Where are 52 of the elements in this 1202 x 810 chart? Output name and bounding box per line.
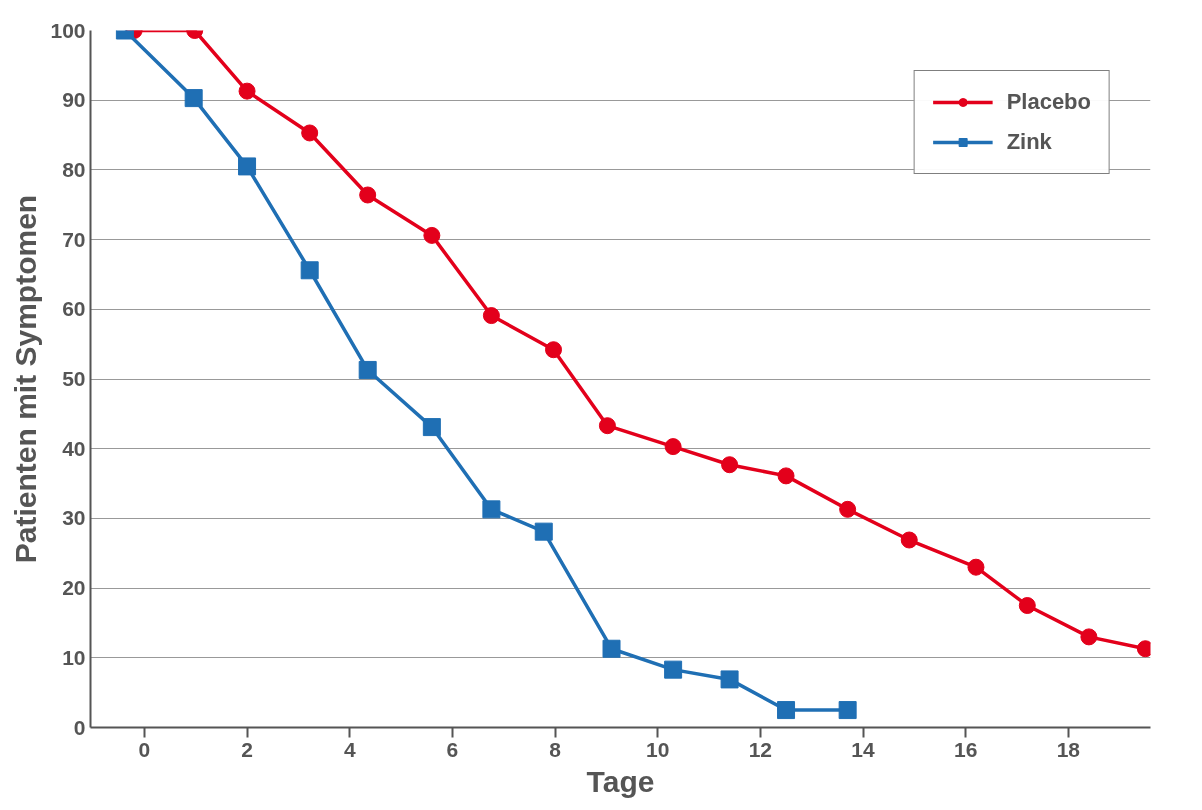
y-tick-label: 80 (62, 157, 86, 181)
point (184, 89, 203, 108)
y-tick-label: 50 (62, 367, 86, 390)
point (238, 157, 257, 176)
point (482, 500, 501, 519)
point (720, 670, 739, 689)
point (238, 82, 256, 100)
y-axis-title: Patienten mit Symptomen (9, 194, 43, 564)
legend-label: Placebo (1006, 89, 1091, 115)
point (777, 701, 796, 720)
y-tick-label: 70 (62, 227, 86, 251)
y-tick-label: 0 (73, 715, 86, 739)
x-tick-label: 10 (646, 737, 670, 761)
x-tick-label: 12 (748, 737, 773, 761)
y-tick-label: 100 (50, 18, 86, 42)
point (423, 226, 441, 244)
point (598, 417, 616, 435)
point (1018, 597, 1036, 615)
x-tick-label: 14 (851, 737, 876, 761)
x-tick-label: 4 (343, 737, 356, 761)
y-tick-label: 30 (62, 506, 86, 530)
point (838, 701, 857, 720)
point (358, 360, 377, 379)
y-tick-label: 90 (62, 88, 86, 112)
point (482, 307, 500, 325)
x-axis-title: Tage (586, 764, 655, 798)
point (900, 531, 918, 549)
point (839, 500, 857, 518)
x-tick-label: 8 (549, 737, 562, 761)
y-tick-label: 10 (62, 645, 86, 669)
point (721, 456, 739, 474)
y-tick-label: 40 (62, 436, 86, 460)
point (534, 522, 553, 541)
x-tick-label: 16 (954, 737, 978, 761)
point (777, 467, 795, 485)
x-tick-label: 0 (138, 737, 151, 761)
point (545, 341, 563, 359)
point (664, 660, 683, 679)
point (602, 639, 621, 658)
x-tick-label: 6 (446, 737, 459, 761)
x-tick-label: 18 (1056, 737, 1081, 761)
point (359, 186, 377, 204)
point (301, 124, 319, 142)
point (422, 418, 441, 437)
point (664, 438, 682, 456)
x-tick-label: 2 (241, 737, 253, 761)
y-tick-label: 20 (62, 576, 86, 600)
y-tick-label: 60 (62, 297, 86, 321)
point (967, 558, 985, 576)
point (300, 261, 319, 280)
legend-label: Zink (1006, 129, 1052, 155)
point (1080, 628, 1098, 646)
